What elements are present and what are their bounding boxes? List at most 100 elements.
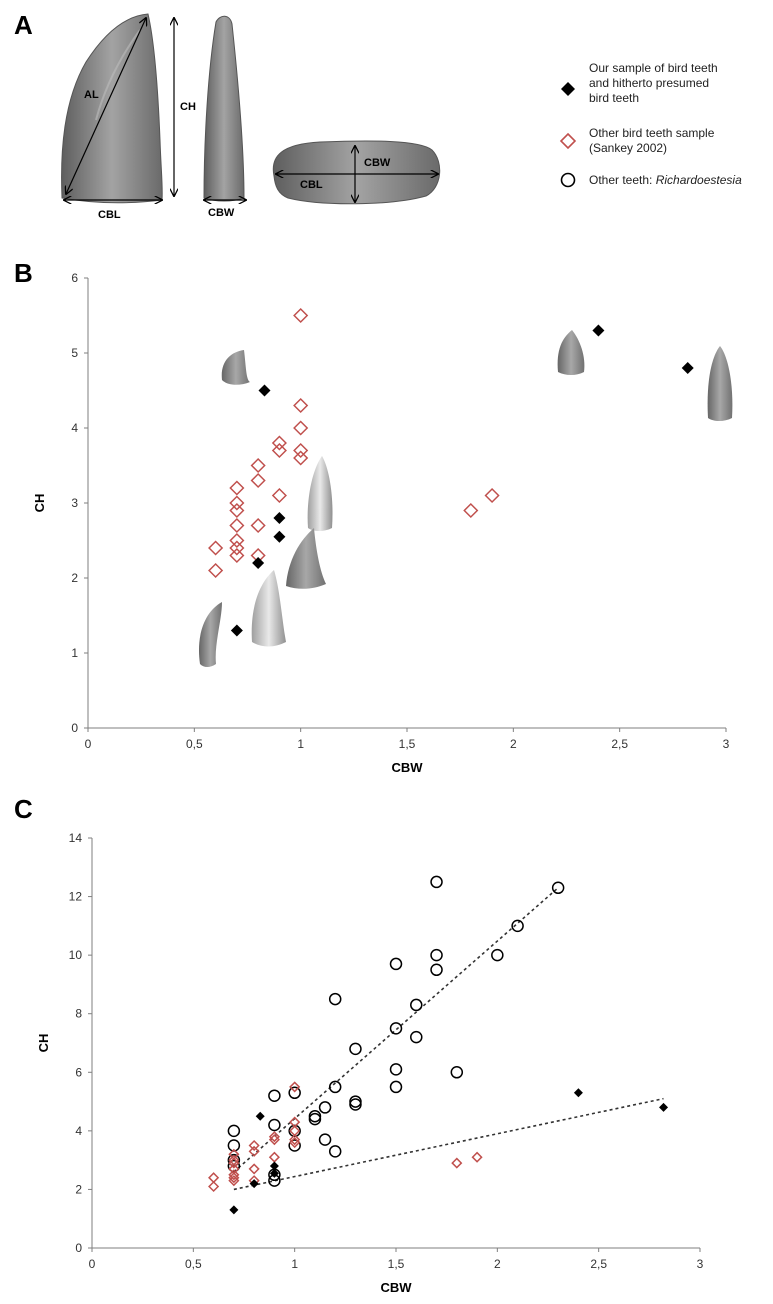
data-point-bird-sample (592, 324, 605, 337)
data-point-richardoestesia (328, 1080, 342, 1094)
panel-letter-a: A (14, 10, 33, 40)
tooth-image (251, 570, 286, 647)
y-tick-label: 10 (69, 948, 83, 962)
tooth-basal-view (272, 140, 441, 205)
legend: Our sample of bird teeth and hitherto pr… (559, 61, 742, 188)
data-point-richardoestesia (450, 1066, 464, 1079)
data-point-bird-sample (269, 1168, 279, 1178)
data-point-sankey (471, 1151, 483, 1163)
data-point-sankey (229, 517, 245, 534)
x-tick-label: 0,5 (186, 737, 203, 751)
y-axis-title-b: CH (32, 494, 47, 513)
data-point-sankey (229, 480, 245, 496)
data-point-richardoestesia (389, 1080, 403, 1094)
data-point-bird-sample (273, 530, 286, 543)
data-point-sankey (248, 1145, 260, 1157)
data-point-sankey (228, 1154, 240, 1166)
legend-entry-3-prefix: Other teeth: (589, 173, 656, 187)
data-point-sankey (271, 435, 287, 451)
data-point-sankey (208, 562, 224, 579)
data-point-sankey (484, 487, 500, 504)
chart-panel-b: 0 1 2 3 4 5 6 0 0,5 1 1,5 2 2,5 3 CBW CH (32, 271, 733, 775)
x-tick-label: 0 (89, 1257, 96, 1271)
data-point-richardoestesia (511, 919, 524, 933)
legend-marker-open-circle (560, 172, 576, 188)
data-point-sankey (463, 502, 479, 519)
x-tick-label: 2 (494, 1257, 501, 1271)
data-point-sankey (293, 420, 309, 436)
data-point-sankey (250, 517, 266, 534)
data-point-richardoestesia (268, 1089, 281, 1102)
data-point-sankey (228, 1163, 240, 1175)
label-al: AL (84, 89, 99, 101)
x-tick-label: 2 (510, 737, 517, 751)
data-point-sankey (289, 1125, 301, 1137)
tooth-image (286, 528, 326, 589)
y-tick-label: 0 (71, 721, 78, 735)
data-point-sankey (208, 1172, 220, 1184)
data-point-richardoestesia (430, 875, 443, 889)
legend-entry-1-line-1: Our sample of bird teeth (589, 61, 718, 75)
tooth-image (221, 350, 250, 385)
tooth-images-panel-b (198, 330, 733, 667)
legend-entry-3-italic: Richardoestesia (656, 173, 742, 187)
data-point-richardoestesia (328, 992, 342, 1006)
data-point-richardoestesia (227, 1159, 241, 1173)
data-point-bird-sample (230, 624, 243, 637)
tooth-anterior-view (203, 15, 245, 202)
data-point-richardoestesia (389, 957, 403, 971)
data-point-bird-sample (252, 557, 265, 569)
x-tick-label: 1 (297, 737, 304, 751)
x-tick-label: 2,5 (611, 737, 628, 751)
data-point-sankey (293, 307, 309, 324)
data-point-sankey (250, 472, 266, 489)
x-tick-label: 1,5 (399, 737, 416, 751)
data-point-richardoestesia (227, 1139, 241, 1152)
data-point-sankey (229, 502, 245, 519)
data-point-bird-sample (229, 1205, 239, 1215)
y-tick-label: 5 (71, 346, 78, 360)
x-axis-title-c: CBW (380, 1280, 412, 1295)
legend-marker-open-diamond (559, 132, 577, 150)
data-point-sankey (293, 450, 309, 466)
y-tick-label: 4 (75, 1124, 82, 1138)
data-point-bird-sample (273, 512, 286, 524)
data-point-sankey (289, 1134, 301, 1146)
data-point-sankey (229, 540, 245, 556)
data-point-sankey (268, 1151, 280, 1163)
panel-a-images: AL CH CBL CBW CBL CBW (61, 13, 441, 221)
trendline (233, 887, 559, 1173)
trendline (233, 1097, 664, 1191)
y-tick-label: 2 (71, 571, 78, 585)
y-tick-label: 14 (69, 831, 83, 845)
data-point-bird-sample (249, 1179, 259, 1189)
tooth-lateral-view (61, 13, 163, 204)
data-point-sankey (229, 532, 245, 549)
x-tick-label: 3 (697, 1257, 704, 1271)
y-axis-title-c: CH (36, 1034, 51, 1053)
data-point-richardoestesia (288, 1139, 301, 1152)
data-point-sankey (248, 1163, 260, 1175)
y-tick-label: 6 (71, 271, 78, 285)
panel-letter-c: C (14, 794, 33, 824)
data-point-richardoestesia (328, 1145, 342, 1158)
data-point-sankey (289, 1081, 301, 1093)
legend-marker-filled-diamond (561, 82, 575, 96)
data-point-bird-sample (659, 1102, 669, 1112)
data-point-richardoestesia (349, 1042, 362, 1056)
data-point-richardoestesia (430, 948, 443, 962)
x-tick-label: 1,5 (388, 1257, 405, 1271)
x-axis-title-b: CBW (391, 760, 423, 775)
data-point-richardoestesia (389, 1063, 403, 1076)
data-point-sankey (268, 1131, 280, 1143)
measure-al (66, 18, 146, 194)
y-tick-label: 2 (75, 1182, 82, 1196)
x-tick-label: 2,5 (590, 1257, 607, 1271)
data-point-sankey (451, 1157, 463, 1169)
tooth-image (198, 602, 222, 667)
data-point-sankey (289, 1116, 301, 1128)
data-point-sankey (271, 487, 287, 504)
y-tick-label: 12 (69, 890, 83, 904)
data-point-bird-sample (258, 384, 271, 397)
